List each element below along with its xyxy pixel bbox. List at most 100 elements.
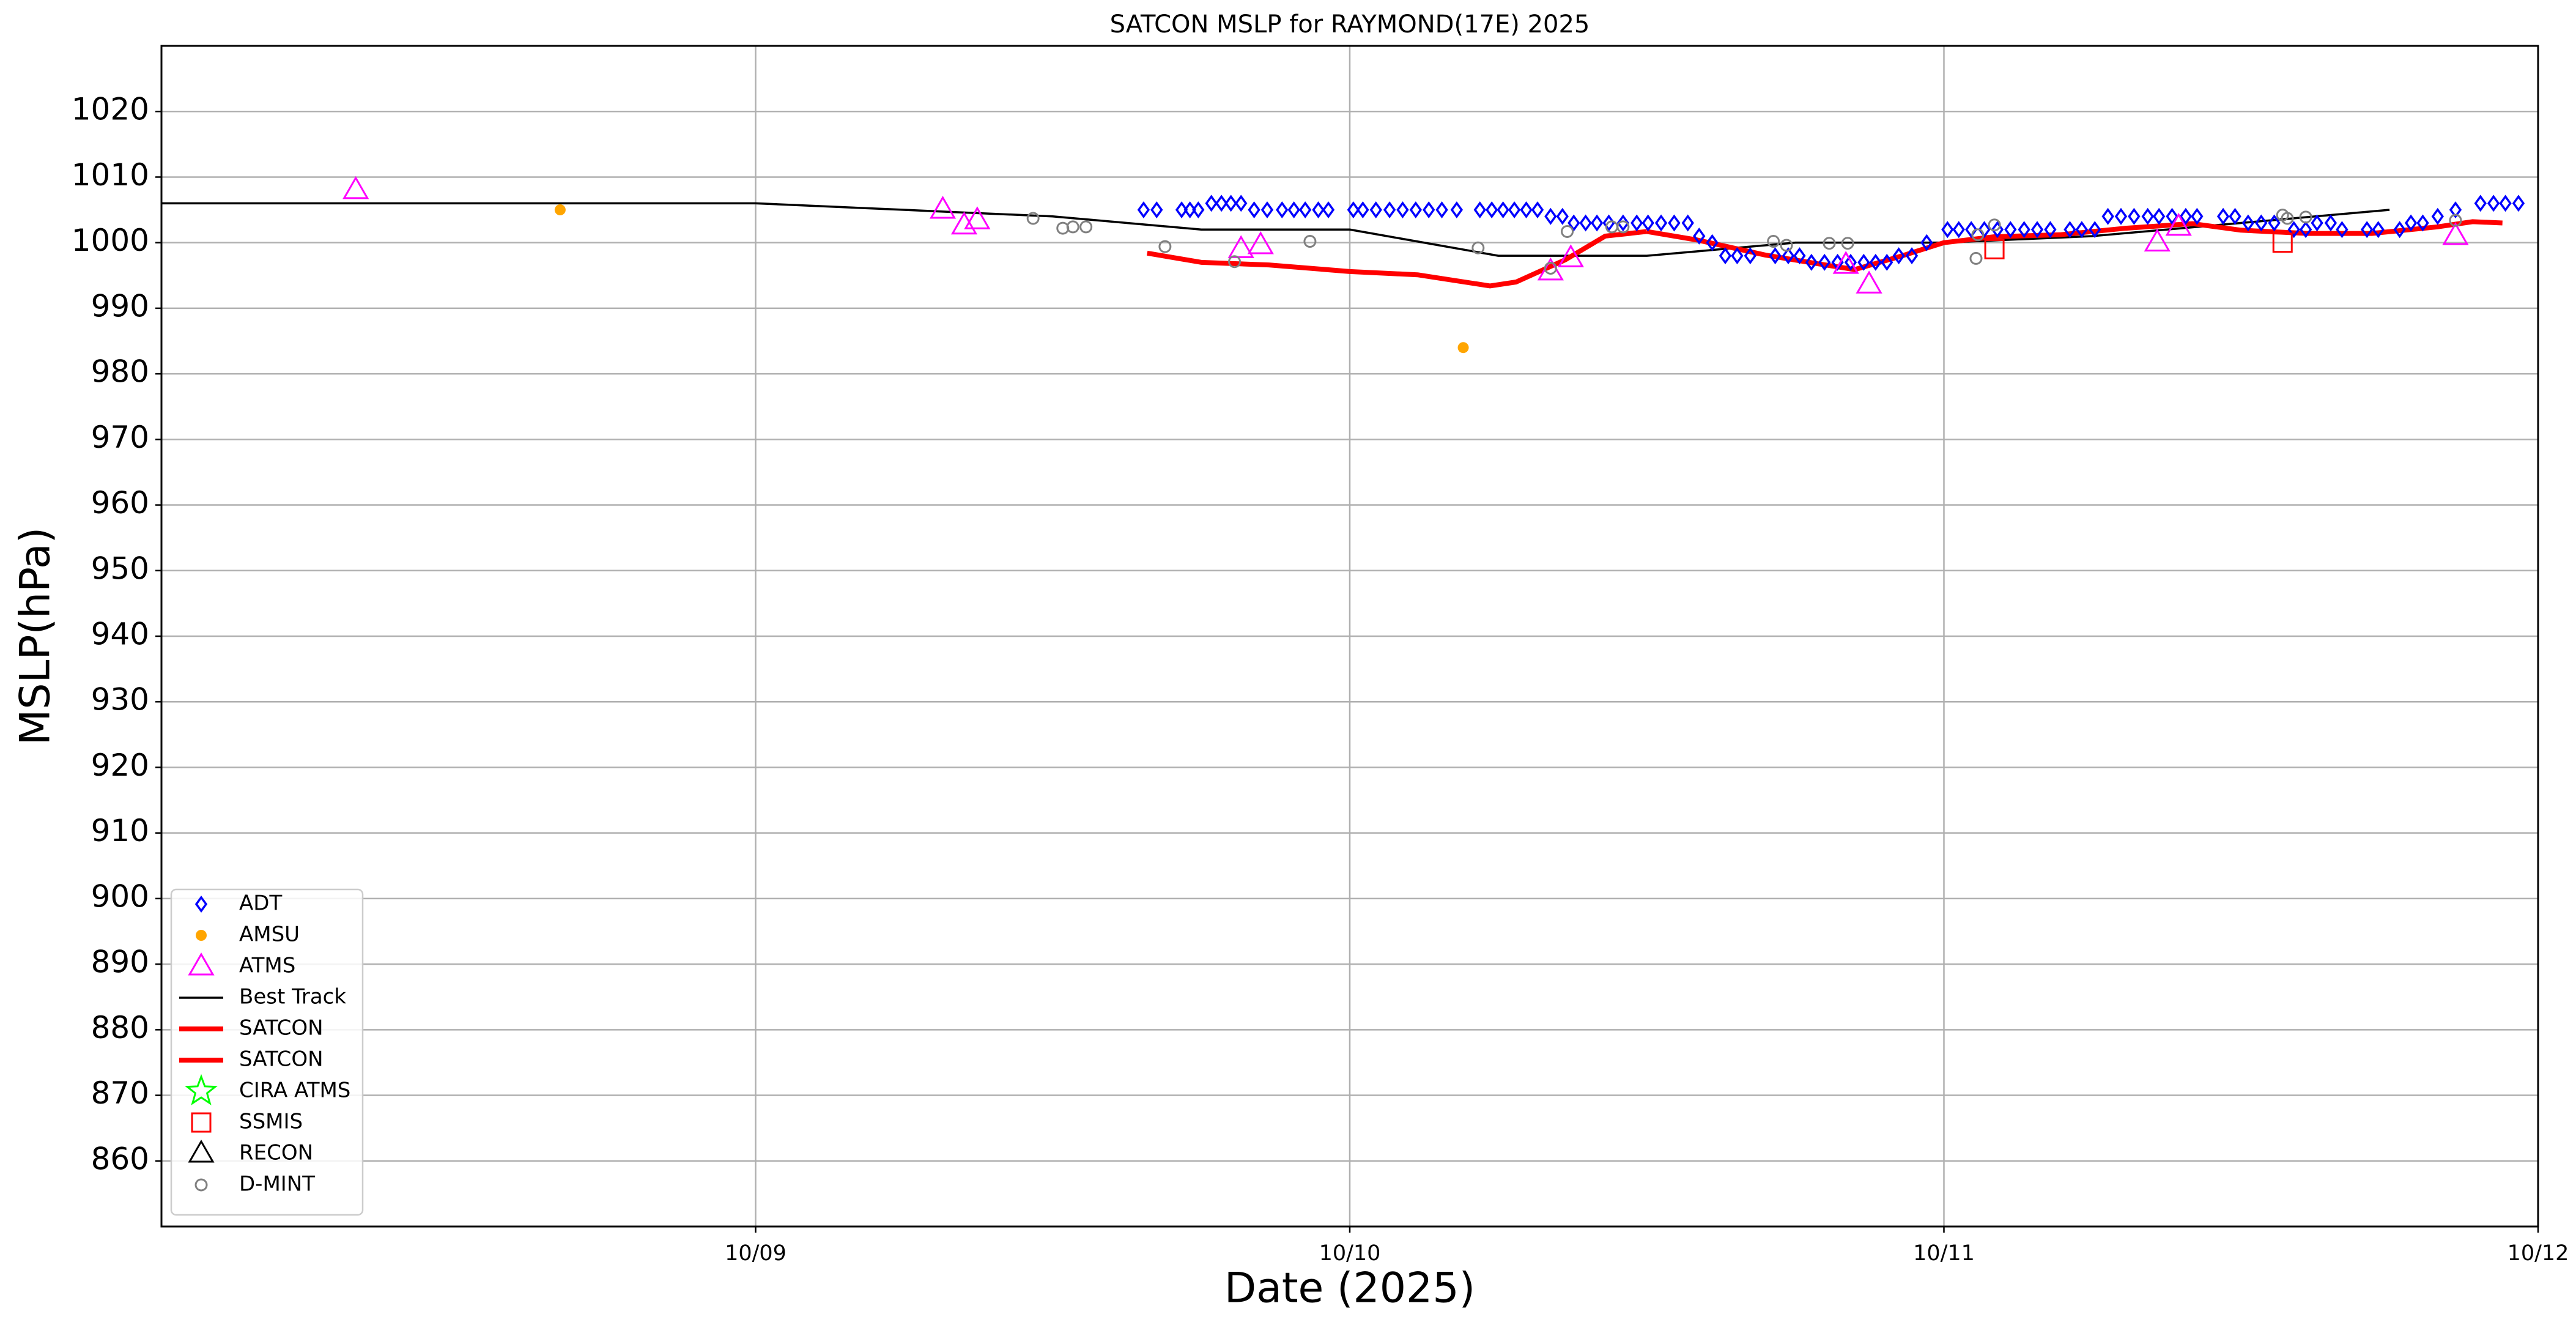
data-point [964,206,991,229]
data-point [1971,228,1985,242]
data-point [2004,221,2017,239]
data-point [2336,221,2348,239]
data-point [2101,207,2114,225]
data-point [2089,221,2101,239]
y-tick-label: 910 [91,813,149,848]
x-tick-label: 10/12 [2508,1241,2569,1266]
data-point [1423,201,1435,219]
data-point [1312,201,1325,219]
data-point [950,211,978,235]
y-tick-label: 950 [91,551,149,586]
legend-swatch [188,952,215,976]
data-point [2241,214,2255,232]
series-line [1147,229,1648,289]
legend-box [170,888,364,1216]
data-point [1693,227,1706,245]
data-point [2166,207,2178,225]
data-point [1026,212,1040,225]
data-point [1857,253,1870,271]
data-point [2431,207,2444,225]
data-point [2474,195,2487,212]
data-point [1347,201,1360,219]
data-point [1066,220,1079,234]
data-point [2299,210,2312,224]
data-point [1287,201,1300,219]
data-point [1965,221,1978,239]
data-point [2191,207,2204,225]
data-point [1260,201,1274,219]
data-point [2044,221,2057,239]
data-point [1192,201,1205,219]
data-point [1457,342,1469,354]
data-point [1590,214,1604,232]
legend-swatch [185,1074,218,1105]
data-point [1841,237,1854,250]
data-point [2063,221,2076,239]
data-point [1881,253,1893,271]
data-point [1616,214,1630,232]
legend-label: SSMIS [239,1110,303,1134]
legend-swatch [194,896,208,913]
data-point [1706,234,1719,251]
data-point [1486,201,1498,219]
data-point [2512,195,2525,212]
data-point [1556,207,1569,225]
data-point [1409,201,1423,219]
x-tick-label: 10/11 [1913,1241,1975,1266]
data-point [1508,201,1521,219]
data-point [2144,228,2171,252]
legend-label: CIRA ATMS [239,1078,350,1103]
data-point [554,204,566,216]
y-tick-label: 990 [91,288,149,324]
data-point [1818,253,1831,271]
data-point [1952,221,1965,239]
data-point [1497,201,1509,219]
data-point [1719,247,1732,265]
data-point [1215,195,1228,212]
data-point [1369,201,1382,219]
data-point [1183,201,1196,219]
data-point [1567,214,1580,232]
data-point [1205,195,1218,212]
data-point [2311,214,2323,232]
data-point [1356,201,1369,219]
legend-label: ATMS [239,954,295,978]
data-point [2449,213,2462,227]
data-point [2416,214,2429,232]
y-tick-label: 980 [91,354,149,390]
legend-label: SATCON [239,1047,324,1072]
data-point [1224,195,1237,212]
data-point [1473,201,1486,219]
x-axis-label: Date (2025) [1224,1264,1475,1313]
data-point [1905,247,1919,265]
data-point [2128,207,2141,225]
data-point [1654,214,1668,232]
data-point [1941,221,1954,239]
data-point [1396,201,1409,219]
data-point [1561,225,1574,238]
data-point [1681,214,1694,232]
data-point [1544,207,1557,225]
y-tick-label: 1020 [72,92,149,127]
legend-label: RECON [239,1141,313,1165]
data-point [929,196,957,219]
data-point [2141,207,2154,225]
data-point [2030,221,2044,239]
data-point [1869,253,1882,271]
data-point [2075,221,2089,239]
data-point [2499,195,2512,212]
legend-label: D-MINT [239,1172,315,1197]
data-point [2449,201,2462,219]
legend-label: SATCON [239,1016,324,1041]
data-point [2153,207,2166,225]
data-point [1471,241,1485,254]
data-point [2165,212,2192,236]
data-point [1984,239,2005,259]
data-point [1823,237,1836,250]
data-point [2272,232,2293,253]
chart-title: SATCON MSLP for RAYMOND(17E) 2025 [1110,10,1590,39]
data-point [1579,214,1592,232]
plot-area [161,176,2525,354]
